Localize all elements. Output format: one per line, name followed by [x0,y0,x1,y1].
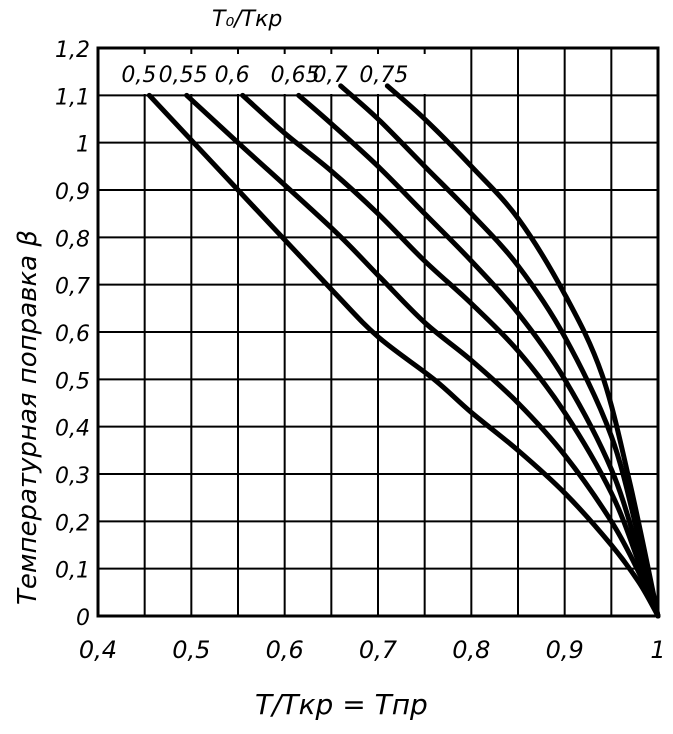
series-line-2 [184,92,661,619]
y-tick-labels: 0 0,1 0,2 0,3 0,4 0,5 0,6 0,7 0,8 0,9 1 1,1 1,2 [55,38,90,631]
x-tick-label: 0,5 [172,636,210,664]
series-lines [146,83,661,619]
series-line-6 [384,83,661,619]
y-tick-label: 0,5 [55,369,90,394]
grid [96,46,660,618]
x-tick-label: 0,7 [359,636,398,664]
y-tick-label: 0,2 [55,511,90,536]
y-tick-label: 0 [76,606,90,631]
y-tick-label: 0,8 [55,227,90,252]
legend-labels: 0,5 0,55 0,6 0,650,7 0,75 [121,63,408,88]
series-line-5 [338,83,661,619]
series-label: 0,5 [121,63,156,88]
x-tick-labels: 0,4 0,5 0,6 0,7 0,8 0,9 1 [79,636,666,664]
series-label: 0,65 [271,63,320,88]
series-line-3 [240,92,661,619]
x-tick-label: 0,9 [546,636,584,664]
y-tick-label: 0,4 [55,417,90,442]
series-label: 0,7 [313,63,348,88]
legend-title: T₀/Tкр [212,7,282,32]
series-label: 0,55 [159,63,208,88]
y-tick-label: 0,1 [55,559,90,584]
x-tick-label: 0,8 [452,636,490,664]
y-tick-label: 1 [76,133,90,158]
legend-background [102,54,432,94]
series-label: 0,75 [359,63,408,88]
y-tick-label: 0,9 [55,180,90,205]
series-line-4 [296,92,661,619]
x-tick-label: 1 [650,636,665,664]
x-axis-label: T/Tкр = Tпр [255,688,428,721]
series-label: 0,6 [215,63,250,88]
y-tick-label: 1,2 [55,38,90,63]
x-tick-label: 0,4 [79,636,117,664]
y-tick-label: 0,3 [55,464,90,489]
x-tick-label: 0,6 [266,636,304,664]
y-tick-label: 0,7 [55,275,90,300]
y-tick-label: 0,6 [55,322,90,347]
y-axis-label: Температурная поправка β [13,230,43,605]
y-tick-label: 1,1 [55,85,90,110]
plot-frame [96,46,660,618]
series-line-1 [146,92,661,619]
